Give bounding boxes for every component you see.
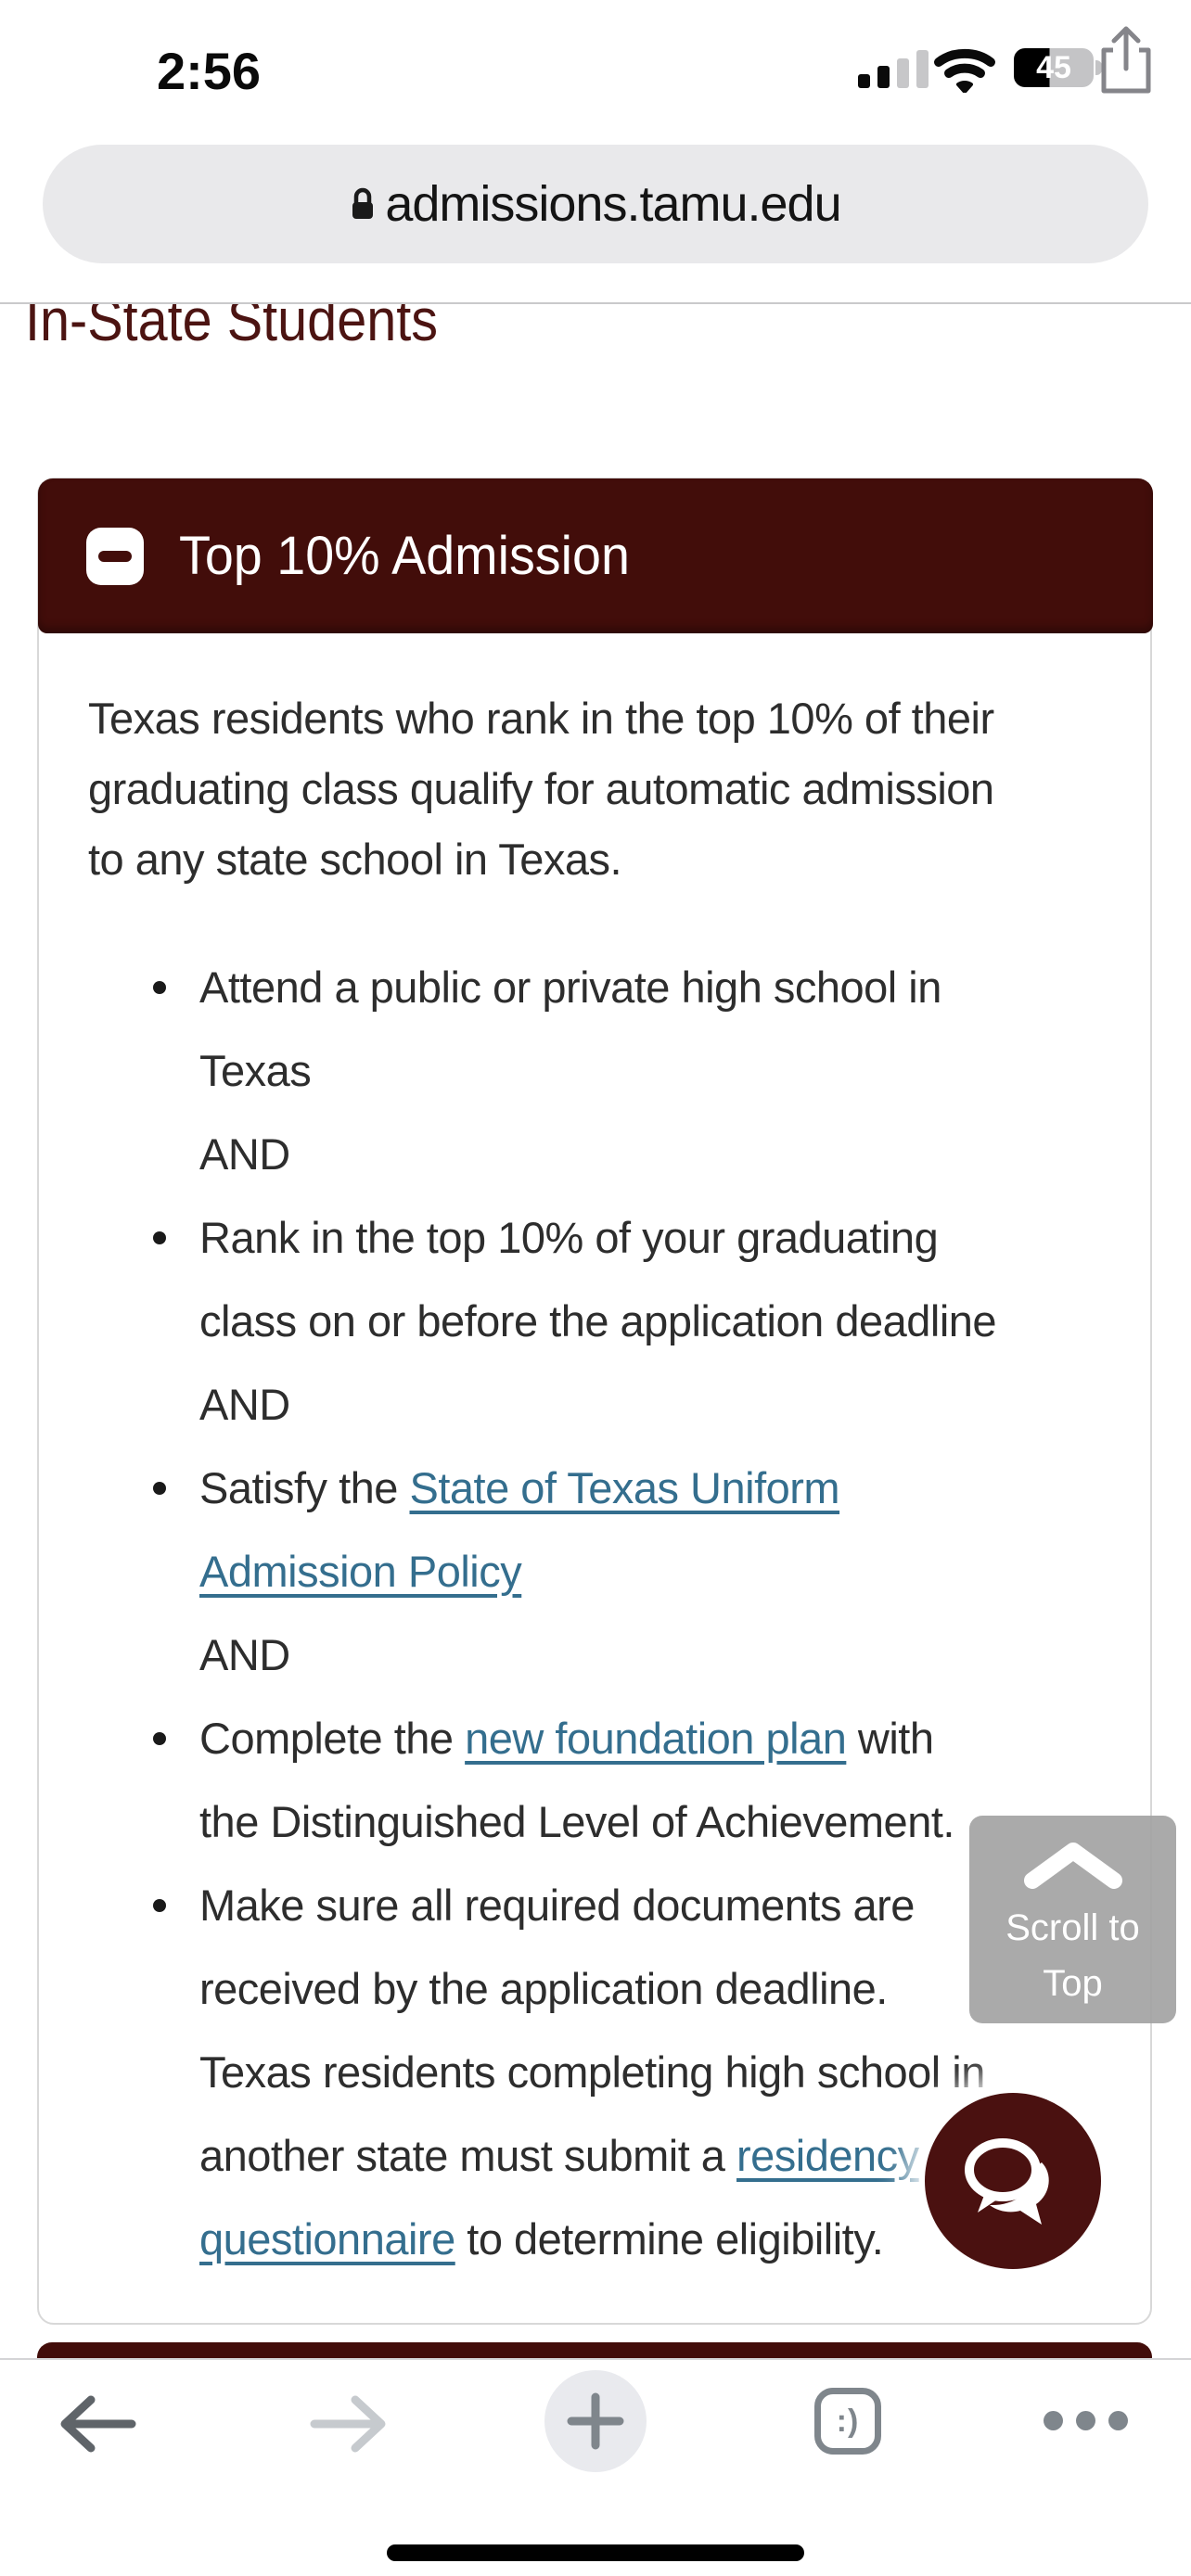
scroll-to-top-button[interactable]: Scroll to Top <box>969 1816 1176 2023</box>
browser-bottom-toolbar: :) <box>0 2358 1191 2576</box>
intro-paragraph: Texas residents who rank in the top 10% … <box>88 694 994 884</box>
share-icon[interactable] <box>1098 24 1154 95</box>
link-uniform-admission-policy[interactable]: State of Texas Uniform Admission Policy <box>199 1463 840 1596</box>
collapse-minus-icon[interactable] <box>86 527 144 585</box>
url-text: admissions.tamu.edu <box>385 176 841 232</box>
accordion-title: Top 10% Admission <box>179 526 630 586</box>
lock-icon <box>352 187 374 219</box>
wifi-icon <box>934 48 995 93</box>
list-item: Complete the new foundation plan with th… <box>153 1697 1183 1864</box>
battery-nub <box>1095 60 1102 75</box>
chevron-up-icon <box>1023 1843 1122 1889</box>
status-time: 2:56 <box>156 42 262 100</box>
requirements-list: Attend a public or private high school i… <box>153 946 1183 2281</box>
chat-button[interactable] <box>925 2093 1101 2269</box>
battery-icon: 45 <box>1014 48 1094 87</box>
link-new-foundation-plan[interactable]: new foundation plan <box>465 1714 847 1763</box>
chat-bubbles-icon <box>965 2138 1049 2225</box>
forward-button[interactable] <box>309 2393 389 2455</box>
cellular-signal-icon <box>858 50 932 88</box>
link-residency-questionnaire[interactable]: residency questionnaire <box>199 2131 919 2264</box>
tab-count-smiley: :) <box>836 2403 860 2439</box>
url-bar[interactable]: admissions.tamu.edu <box>43 145 1148 263</box>
new-tab-button[interactable] <box>544 2370 647 2472</box>
list-item: Rank in the top 10% of your graduating c… <box>153 1196 1183 1447</box>
menu-button[interactable] <box>1044 2411 1128 2430</box>
accordion-header[interactable]: Top 10% Admission <box>38 478 1153 633</box>
list-item: Satisfy the State of Texas Uniform Admis… <box>153 1447 1183 1697</box>
browser-top-chrome: 2:56 45 admissions.tamu.edu <box>0 0 1191 304</box>
plus-icon <box>567 2392 624 2450</box>
tab-switcher-button[interactable]: :) <box>814 2388 881 2455</box>
accordion-card: Top 10% Admission <box>37 478 1153 2325</box>
list-item: Attend a public or private high school i… <box>153 946 1183 1196</box>
back-button[interactable] <box>58 2393 137 2455</box>
home-indicator[interactable] <box>387 2544 804 2561</box>
scroll-to-top-label: Scroll to Top <box>1005 1907 1140 2004</box>
list-item: Make sure all required documents are rec… <box>153 1864 1183 2281</box>
